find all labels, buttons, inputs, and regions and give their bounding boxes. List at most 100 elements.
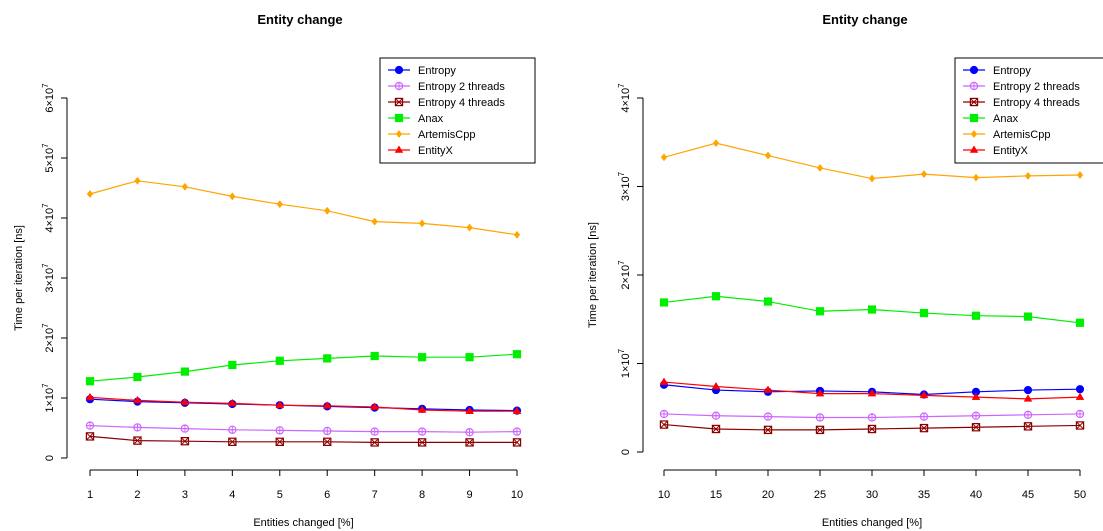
data-point — [324, 206, 331, 215]
legend-item: Entropy 4 threads — [963, 97, 1080, 109]
y-tick-label: 0 — [44, 455, 56, 461]
x-tick-label: 40 — [970, 489, 982, 501]
x-tick-label: 3 — [182, 489, 188, 501]
data-point — [465, 353, 474, 362]
legend-item: Anax — [963, 113, 1019, 125]
x-tick-label: 25 — [814, 489, 826, 501]
legend-label: Anax — [418, 113, 444, 125]
data-point — [275, 437, 284, 447]
legend-item: Entropy — [388, 65, 456, 77]
data-point — [417, 405, 427, 413]
chart-panel-1: Entity change 0 1×107 2×107 3×107 4×107 5×107 6… — [13, 12, 536, 529]
legend-item: EntityX — [388, 145, 454, 157]
data-point — [512, 427, 522, 436]
data-point — [919, 412, 929, 421]
data-point — [276, 200, 283, 209]
data-point — [1023, 410, 1033, 420]
data-point — [1076, 170, 1084, 179]
series-line — [89, 435, 517, 443]
x-tick-label: 2 — [134, 489, 140, 501]
x-tick-label: 20 — [762, 489, 774, 501]
x-tick-label: 10 — [658, 489, 670, 501]
data-point — [919, 423, 929, 433]
y-tick-label: 6×107 — [41, 83, 56, 113]
y-tick-label: 4×107 — [617, 83, 632, 113]
data-point — [465, 438, 474, 447]
y-tick-label: 1×107 — [41, 383, 56, 413]
data-point — [816, 163, 824, 172]
data-point — [228, 437, 237, 447]
legend-marker — [969, 81, 979, 91]
chart-title: Entity change — [822, 12, 907, 27]
series-line — [89, 353, 518, 382]
data-point — [659, 298, 669, 307]
data-point — [275, 400, 285, 408]
data-point — [920, 170, 928, 179]
series-entropy-4-threads — [85, 432, 522, 447]
data-point — [971, 423, 981, 432]
data-point — [712, 139, 720, 148]
data-point — [370, 427, 379, 436]
legend-marker — [969, 113, 979, 123]
data-point — [1075, 385, 1085, 394]
x-tick-label: 7 — [372, 489, 378, 501]
legend-label: Entropy 4 threads — [993, 97, 1080, 109]
data-point — [868, 174, 876, 183]
series-entityx — [659, 377, 1085, 402]
data-point — [134, 176, 141, 185]
y-tick-label: 2×107 — [617, 260, 632, 290]
legend-marker — [969, 97, 979, 107]
data-point — [919, 308, 929, 318]
legend-item: Entropy 2 threads — [963, 81, 1080, 93]
data-point — [971, 311, 981, 320]
y-axis-label: Time per iteration [ns] — [13, 225, 25, 331]
data-point — [466, 223, 473, 232]
data-point — [867, 388, 877, 397]
series-entropy-2-threads — [85, 421, 522, 437]
data-point — [867, 413, 877, 422]
data-point — [180, 397, 190, 405]
x-axis-label: Entities changed [%] — [253, 517, 353, 529]
series-anax — [659, 292, 1085, 327]
legend-marker — [970, 129, 978, 139]
series-line — [89, 425, 518, 433]
data-point — [85, 421, 95, 430]
legend-label: Entropy — [418, 65, 456, 77]
data-point — [133, 436, 142, 445]
x-tick-label: 5 — [277, 489, 283, 501]
legend-item: Anax — [388, 113, 444, 125]
data-point — [513, 230, 521, 239]
data-point — [227, 398, 237, 407]
data-point — [85, 432, 95, 441]
y-tick-label: 2×107 — [41, 323, 56, 353]
series-entropy-2-threads — [659, 409, 1085, 422]
series-line — [89, 180, 518, 236]
data-point — [85, 377, 95, 386]
data-point — [275, 426, 284, 435]
data-point — [763, 385, 773, 393]
legend-label: Anax — [993, 113, 1019, 125]
data-point — [512, 350, 522, 359]
series-anax — [85, 350, 522, 386]
legend-item: Entropy 4 threads — [388, 97, 505, 109]
y-tick-label: 0 — [620, 449, 632, 455]
data-point — [181, 182, 189, 191]
legend: Entropy Entropy 2 threads Entropy 4 thread… — [954, 57, 1103, 164]
y-tick-label: 5×107 — [41, 143, 56, 173]
data-point — [133, 423, 142, 432]
series-entropy-4-threads — [659, 420, 1085, 435]
legend-marker — [394, 81, 404, 91]
series-entityx — [85, 392, 522, 414]
data-point — [228, 360, 237, 370]
legend-box — [954, 57, 1103, 164]
data-point — [323, 426, 332, 436]
data-point — [133, 395, 142, 404]
data-point — [1024, 171, 1032, 180]
data-point — [86, 189, 94, 199]
x-tick-label: 9 — [466, 489, 472, 501]
legend-label: EntityX — [993, 145, 1029, 157]
x-tick-label: 1 — [87, 489, 93, 501]
data-point — [867, 305, 877, 314]
data-point — [1075, 392, 1085, 400]
